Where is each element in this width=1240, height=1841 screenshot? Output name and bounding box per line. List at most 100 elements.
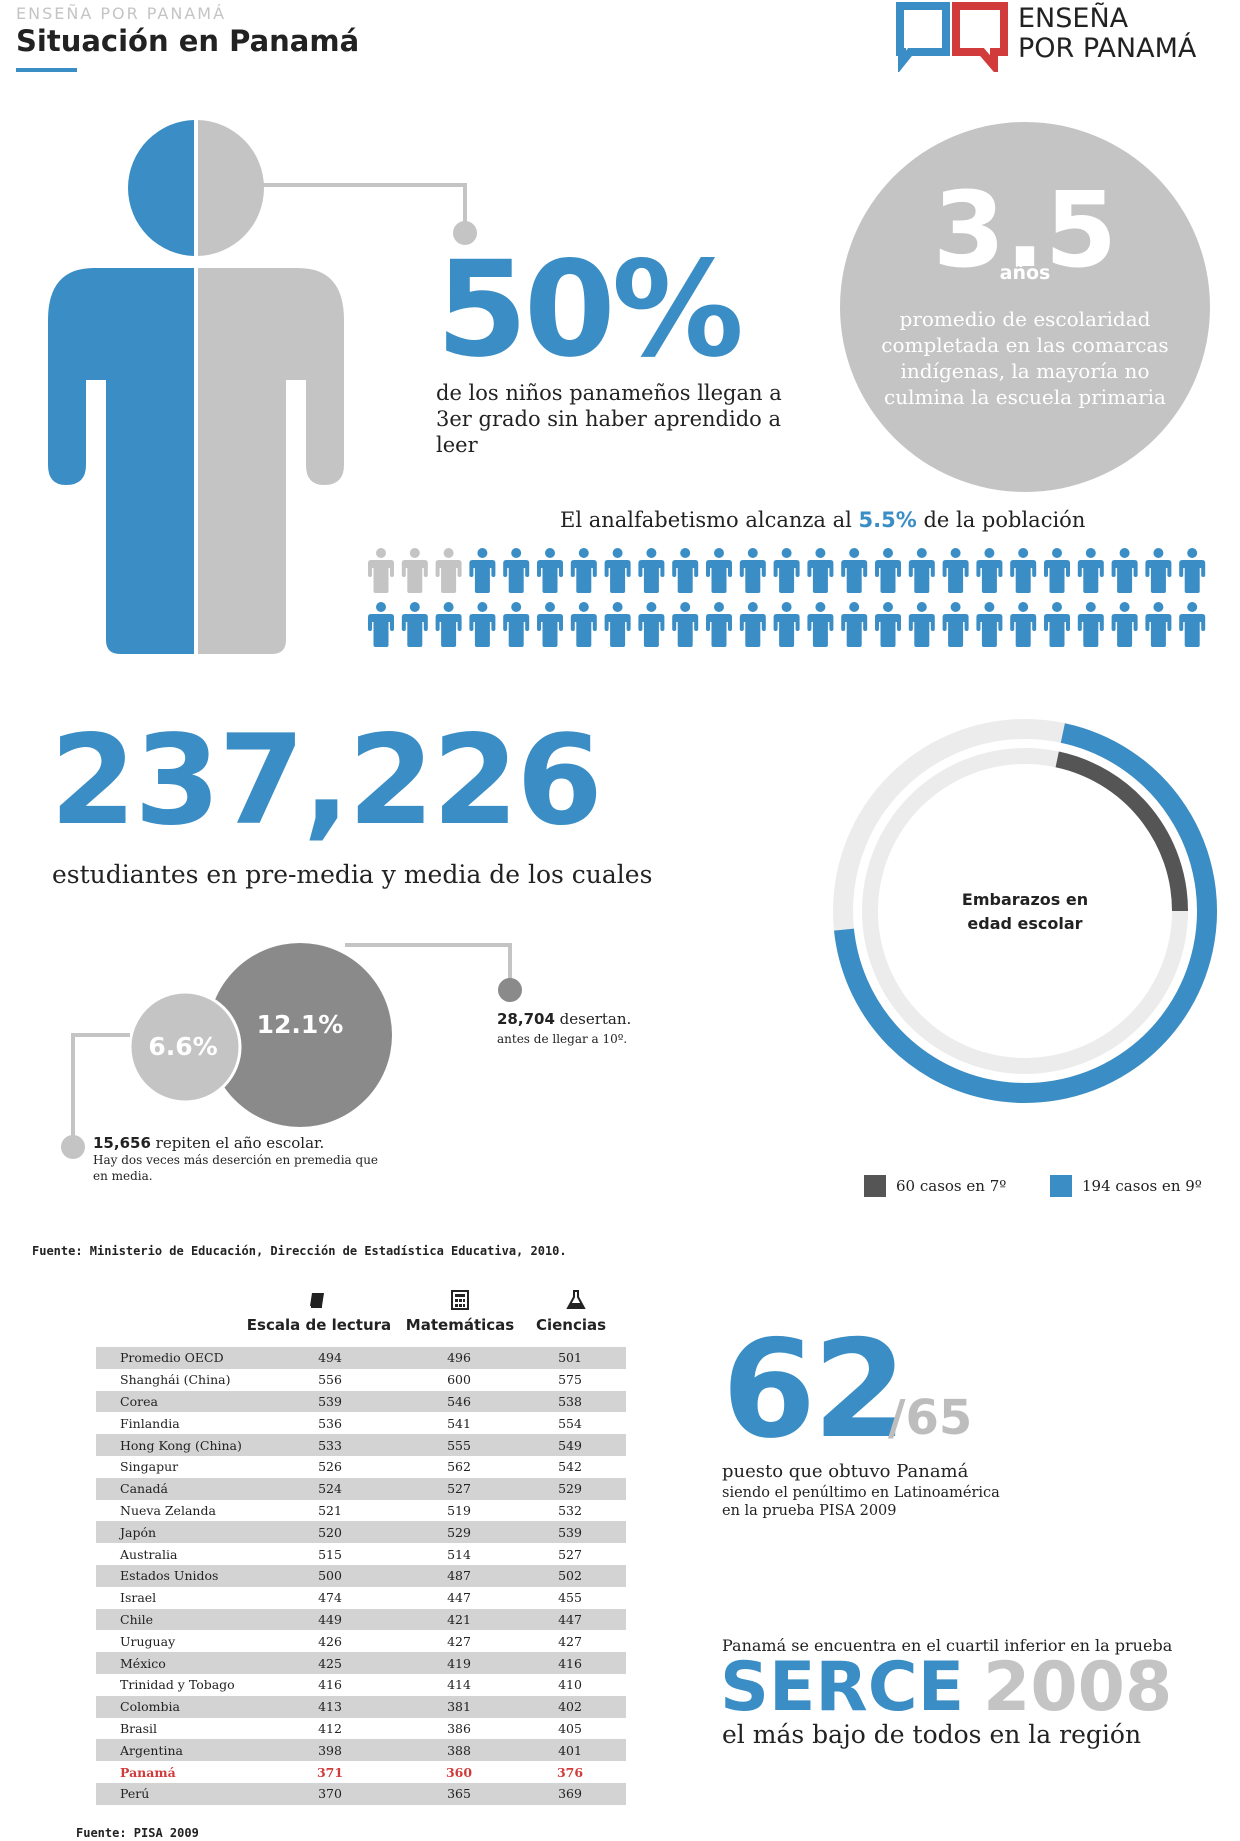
- reading-desc-line2: 3er grado sin haber aprendido a leer: [436, 407, 781, 457]
- person-icon: [942, 548, 969, 593]
- table-cell-score: 539: [318, 1393, 342, 1409]
- table-cell-score: 421: [447, 1611, 471, 1627]
- table-cell-score: 527: [447, 1481, 471, 1497]
- person-icon: [1145, 548, 1172, 593]
- illiteracy-text-after: de la población: [916, 508, 1086, 532]
- table-row: Corea 539 546 538: [96, 1390, 626, 1413]
- reading-stat-description: de los niños panameños llegan a 3er grad…: [436, 380, 796, 458]
- person-icon: [604, 602, 631, 647]
- table-cell-score: 541: [447, 1415, 471, 1431]
- table-cell-score: 386: [447, 1720, 471, 1736]
- table-cell-score: 500: [318, 1568, 342, 1584]
- legend-9: 194 casos en 9º: [1050, 1175, 1202, 1197]
- ranking-description: puesto que obtuvo Panamá: [722, 1461, 969, 1482]
- table-cell-score: 426: [318, 1633, 342, 1649]
- table-cell-score: 502: [558, 1568, 582, 1584]
- table-cell-score: 526: [318, 1459, 342, 1475]
- flask-icon: [566, 1290, 586, 1309]
- header-reading: Escala de lectura: [246, 1316, 392, 1334]
- table-cell-score: 410: [558, 1677, 582, 1693]
- header-math: Matemáticas: [405, 1316, 515, 1334]
- table-cell-score: 360: [445, 1764, 473, 1780]
- table-cell-score: 402: [558, 1699, 582, 1715]
- table-cell-score: 536: [318, 1415, 342, 1431]
- table-cell-score: 515: [318, 1546, 342, 1562]
- desertion-note: antes de llegar a 10º.: [497, 1032, 628, 1046]
- table-cell-score: 496: [447, 1350, 471, 1366]
- legend-9-label: 194 casos en 9º: [1082, 1177, 1202, 1195]
- table-cell-score: 365: [447, 1786, 471, 1802]
- table-cell-country: Brasil: [120, 1720, 158, 1736]
- person-icon: [841, 602, 868, 647]
- person-icon: [469, 602, 496, 647]
- table-cell-score: 514: [447, 1546, 471, 1562]
- table-cell-score: 419: [447, 1655, 471, 1671]
- students-stat-description: estudiantes en pre-media y media de los …: [52, 860, 653, 889]
- table-row: Chile 449 421 447: [96, 1608, 626, 1631]
- table-cell-score: 416: [558, 1655, 582, 1671]
- table-cell-score: 555: [447, 1437, 471, 1453]
- table-cell-score: 529: [558, 1481, 582, 1497]
- table-row: Estados Unidos 500 487 502: [96, 1565, 626, 1587]
- illiteracy-people-grid: [368, 548, 1206, 647]
- table-cell-country: Singapur: [120, 1459, 179, 1475]
- table-row: Trinidad y Tobago 416 414 410: [96, 1674, 626, 1696]
- table-cell-country: Argentina: [120, 1742, 183, 1758]
- table-row: México 425 419 416: [96, 1652, 626, 1674]
- table-cell-score: 405: [558, 1720, 582, 1736]
- table-cell-score: 527: [558, 1546, 582, 1562]
- person-icon: [570, 548, 597, 593]
- repeat-pct: 6.6%: [148, 1032, 218, 1061]
- person-icon: [368, 548, 394, 593]
- table-cell-score: 474: [318, 1590, 342, 1606]
- person-icon: [672, 548, 699, 593]
- logo-wordmark: ENSEÑA POR PANAMÁ: [1018, 4, 1196, 64]
- table-row: Finlandia 536 541 554: [96, 1412, 626, 1434]
- page-title: Situación en Panamá: [16, 24, 360, 58]
- table-row: Israel 474 447 455: [96, 1587, 626, 1609]
- person-icon: [773, 602, 800, 647]
- table-cell-score: 447: [558, 1611, 582, 1627]
- table-cell-country: Hong Kong (China): [120, 1437, 242, 1453]
- desertion-pct: 12.1%: [256, 1010, 344, 1039]
- person-icon: [908, 548, 935, 593]
- person-icon: [435, 548, 462, 593]
- table-row: Japón 520 529 539: [96, 1521, 626, 1544]
- logo-line2: POR PANAMÁ: [1018, 33, 1197, 64]
- person-icon: [435, 602, 462, 647]
- table-cell-score: 521: [318, 1502, 342, 1518]
- person-icon: [807, 548, 834, 593]
- illiteracy-pct: 5.5%: [858, 508, 917, 532]
- desertion-connector: [345, 943, 512, 987]
- schooling-stat-unit: años: [999, 262, 1051, 284]
- person-blue-half: [48, 120, 194, 654]
- table-cell-score: 487: [447, 1568, 471, 1584]
- person-icon: [1111, 602, 1138, 647]
- person-icon: [841, 548, 868, 593]
- table-cell-score: 549: [558, 1437, 582, 1453]
- table-cell-score: 449: [318, 1611, 342, 1627]
- pregnancy-title-line2: edad escolar: [967, 914, 1083, 933]
- table-cell-score: 416: [318, 1677, 342, 1693]
- logo-book-icon: [896, 2, 1008, 72]
- table-cell-score: 401: [558, 1742, 582, 1758]
- table-cell-score: 520: [318, 1524, 342, 1540]
- person-icon: [1077, 548, 1104, 593]
- table-cell-country: Finlandia: [120, 1415, 180, 1431]
- repeat-bubble: [128, 990, 242, 1104]
- desertion-label: 28,704 desertan. antes de llegar a 10º.: [497, 1010, 717, 1049]
- table-cell-score: 376: [556, 1764, 584, 1780]
- logo-line1: ENSEÑA: [1018, 3, 1129, 34]
- table-cell-score: 546: [447, 1393, 471, 1409]
- table-cell-score: 529: [447, 1524, 471, 1540]
- person-icon: [807, 602, 834, 647]
- table-cell-country: Canadá: [120, 1481, 168, 1497]
- person-icon: [773, 548, 800, 593]
- calculator-icon: [451, 1290, 469, 1310]
- table-cell-country: Australia: [120, 1546, 178, 1562]
- person-icon: [1044, 548, 1070, 593]
- serce-year: 2008: [983, 1648, 1173, 1727]
- table-cell-score: 414: [447, 1677, 471, 1693]
- legend-7: 60 casos en 7º: [864, 1175, 1006, 1197]
- person-icon: [1179, 548, 1206, 593]
